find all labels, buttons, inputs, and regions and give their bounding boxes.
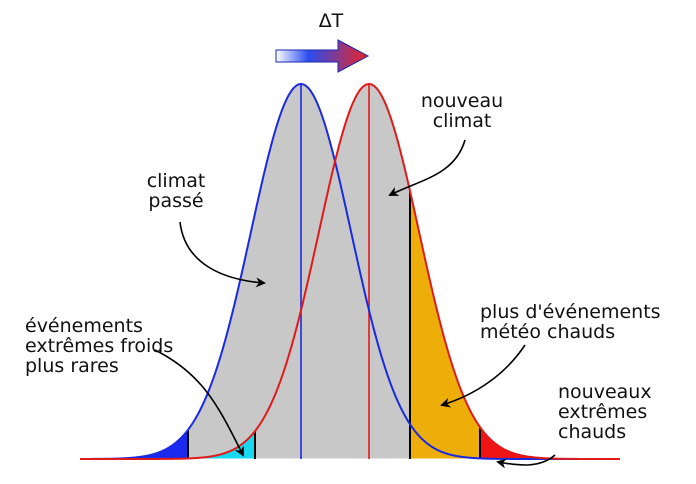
pointers xyxy=(154,139,556,469)
pointer xyxy=(154,349,244,457)
lines xyxy=(80,82,620,460)
cold-extreme-area xyxy=(80,429,188,459)
hot-events-area xyxy=(410,191,480,459)
pointer xyxy=(440,344,526,408)
label: nouveau xyxy=(421,90,503,112)
label: plus rares xyxy=(25,355,119,377)
new-hot-extreme-area xyxy=(480,427,620,459)
pointer xyxy=(496,454,556,469)
label: plus d'événements xyxy=(480,301,661,323)
label: climat xyxy=(433,110,492,132)
label: événements xyxy=(25,315,143,337)
label: météo chauds xyxy=(480,321,615,343)
label: extrêmes xyxy=(558,401,647,423)
label: climat xyxy=(147,170,206,192)
label: chauds xyxy=(558,421,626,443)
past-curve xyxy=(80,82,620,460)
label: extrêmes froids xyxy=(25,335,173,357)
pointer xyxy=(179,221,266,288)
label: nouveaux xyxy=(558,381,652,403)
fills xyxy=(80,84,620,459)
delta-t: ΔT xyxy=(319,10,344,32)
labels: nouveauclimatclimatpasséévénementsextrêm… xyxy=(25,90,661,443)
pointer xyxy=(388,139,466,196)
shift-arrow xyxy=(275,39,370,73)
label: passé xyxy=(148,190,203,212)
new-curve xyxy=(80,82,620,460)
climate-area xyxy=(188,84,410,459)
